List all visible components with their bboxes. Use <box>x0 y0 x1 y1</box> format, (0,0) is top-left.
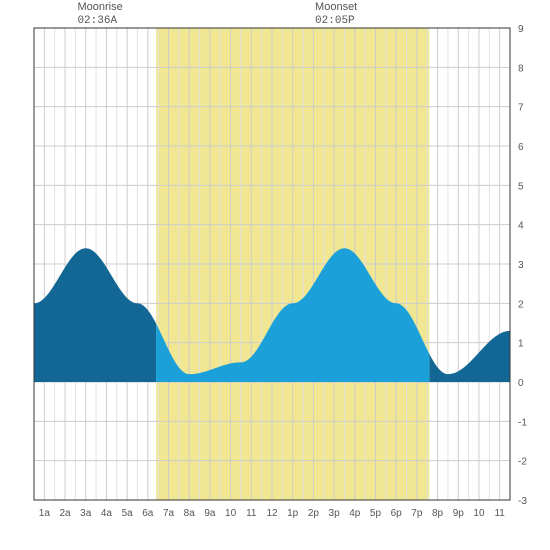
y-tick-label: 8 <box>518 63 524 74</box>
y-tick-label: -1 <box>518 417 527 428</box>
x-tick-label: 10 <box>473 508 485 519</box>
moonset-label: Moonset <box>315 1 357 13</box>
x-tick-label: 10 <box>225 508 237 519</box>
x-tick-label: 6p <box>391 508 403 519</box>
y-tick-label: 9 <box>518 24 524 35</box>
x-tick-label: 7a <box>163 508 175 519</box>
x-tick-label: 5a <box>122 508 134 519</box>
x-tick-label: 11 <box>246 508 257 519</box>
x-tick-label: 1a <box>39 508 51 519</box>
tide-chart-svg: 1a2a3a4a5a6a7a8a9a1011121p2p3p4p5p6p7p8p… <box>0 0 550 550</box>
y-tick-label: 4 <box>518 221 524 232</box>
moonset-time: 02:05P <box>315 15 355 27</box>
moonrise-time: 02:36A <box>77 15 117 27</box>
x-tick-label: 9p <box>453 508 465 519</box>
x-tick-label: 2a <box>59 508 71 519</box>
x-tick-label: 1p <box>287 508 299 519</box>
y-tick-label: -3 <box>518 496 527 507</box>
y-tick-label: 0 <box>518 378 524 389</box>
x-tick-label: 5p <box>370 508 382 519</box>
y-tick-label: 2 <box>518 299 524 310</box>
x-tick-label: 7p <box>411 508 423 519</box>
x-tick-label: 11 <box>494 508 505 519</box>
y-tick-label: 6 <box>518 142 524 153</box>
x-tick-label: 4p <box>349 508 361 519</box>
x-tick-label: 4a <box>101 508 113 519</box>
x-tick-label: 9a <box>204 508 216 519</box>
x-tick-label: 3a <box>80 508 92 519</box>
y-tick-label: 3 <box>518 260 524 271</box>
tide-chart: 1a2a3a4a5a6a7a8a9a1011121p2p3p4p5p6p7p8p… <box>0 0 550 550</box>
x-tick-label: 6a <box>142 508 154 519</box>
x-tick-label: 12 <box>266 508 278 519</box>
x-tick-label: 2p <box>308 508 320 519</box>
x-tick-label: 8p <box>432 508 444 519</box>
y-tick-label: 1 <box>518 339 524 350</box>
y-tick-label: 7 <box>518 103 524 114</box>
y-tick-label: -2 <box>518 457 527 468</box>
moonrise-label: Moonrise <box>77 1 122 13</box>
x-tick-label: 3p <box>329 508 341 519</box>
x-tick-label: 8a <box>184 508 196 519</box>
y-tick-label: 5 <box>518 181 524 192</box>
